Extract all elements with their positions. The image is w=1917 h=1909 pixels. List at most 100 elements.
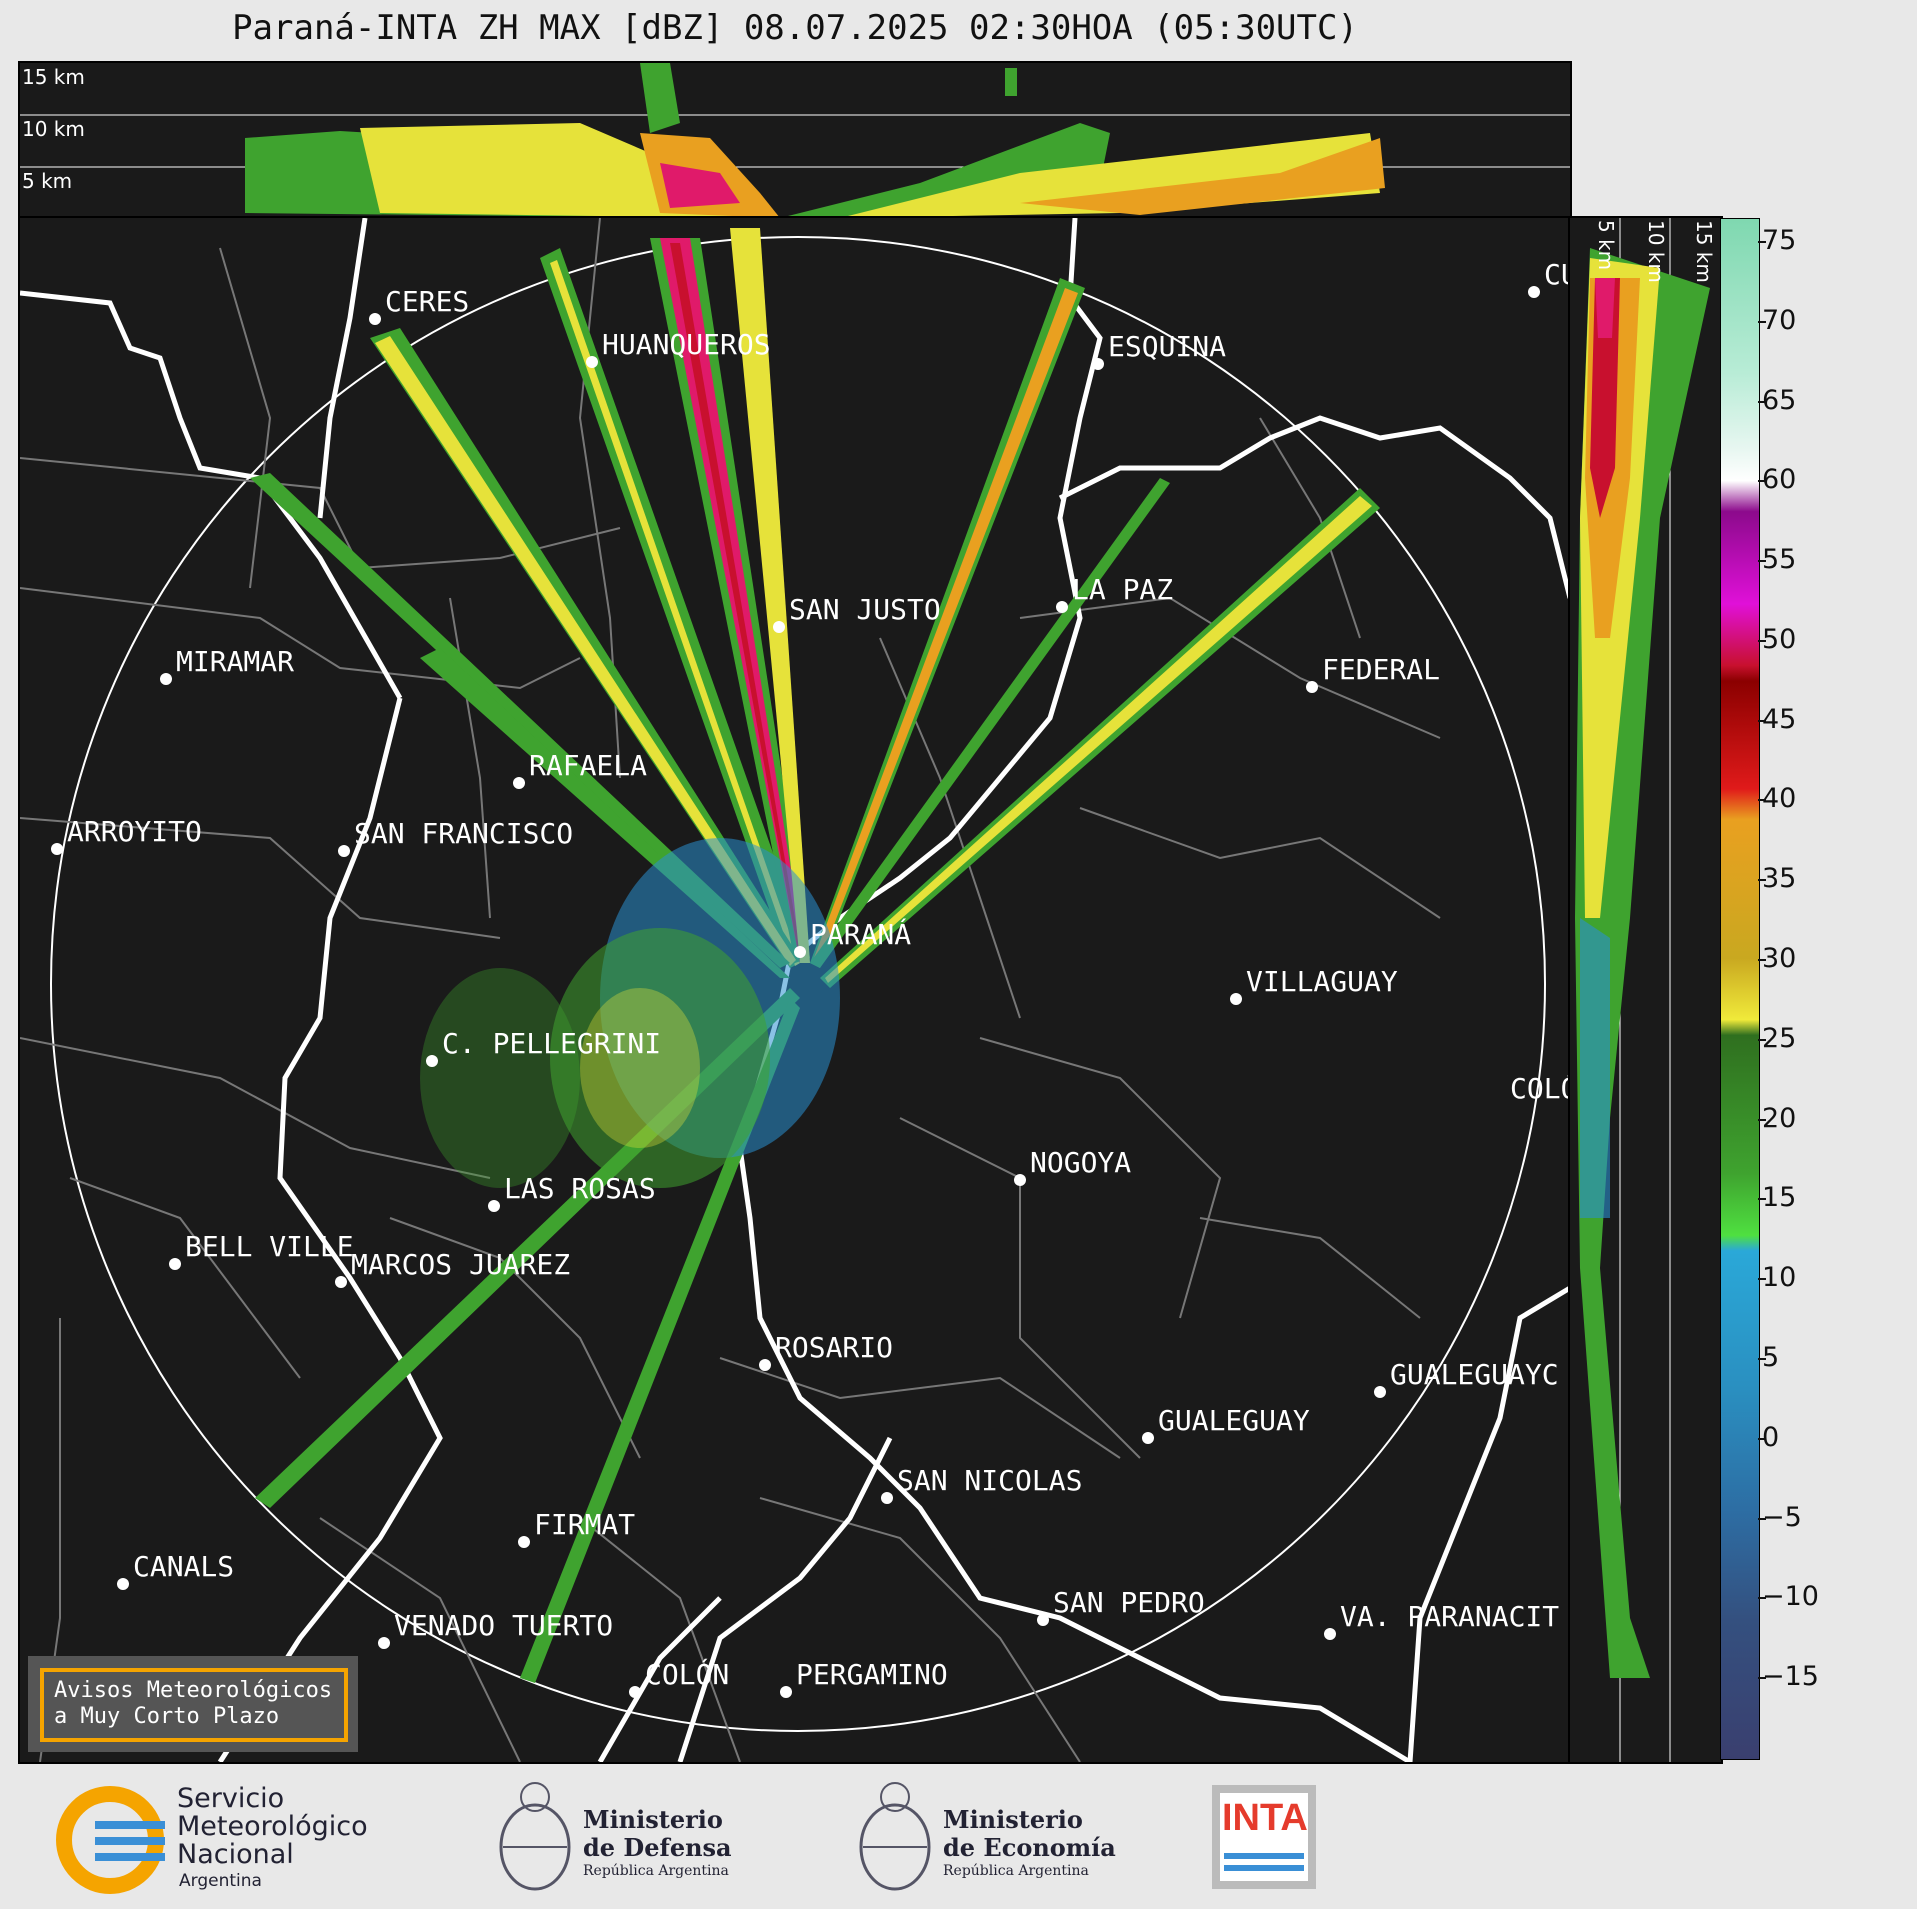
city-dot	[881, 1492, 893, 1504]
side-height-panel: 5 km 10 km 15 km	[1568, 216, 1723, 1764]
city-label: SAN NICOLAS	[897, 1464, 1083, 1497]
radar-echoes	[250, 228, 1380, 1683]
city-label: RAFAELA	[529, 749, 648, 782]
defensa-shield-icon	[499, 1782, 571, 1891]
city-dot	[426, 1055, 438, 1067]
economia-line1: Ministerio	[943, 1805, 1083, 1834]
top-height-panel: 15 km 10 km 5 km	[18, 61, 1572, 220]
city-label: VILLAGUAY	[1246, 965, 1398, 998]
city-dot	[1230, 993, 1242, 1005]
colorbar-tick-label: 50	[1757, 623, 1797, 655]
city-label: ARROYITO	[67, 815, 202, 848]
defensa-line1: Ministerio	[583, 1805, 723, 1834]
inta-frame: INTA	[1220, 1793, 1308, 1881]
city-dot	[513, 777, 525, 789]
defensa-line2: de Defensa	[583, 1833, 732, 1862]
economia-logo: Ministerio de Economía República Argenti…	[855, 1775, 1155, 1895]
side-echo-plot	[1575, 218, 1710, 1762]
radar-map: CERES HUANQUEROS ESQUINA CU SAN JUSTO LA…	[18, 216, 1572, 1764]
city-label: GUALEGUAYC	[1390, 1358, 1559, 1391]
city-dot	[169, 1258, 181, 1270]
city-dot	[117, 1578, 129, 1590]
city-label: COLÓN	[645, 1658, 730, 1691]
colorbar-tick-label: 5	[1757, 1342, 1780, 1374]
colorbar-tick-label: 30	[1757, 943, 1797, 975]
colorbar-tick-label: 45	[1757, 703, 1797, 735]
city-label: ESQUINA	[1108, 330, 1227, 363]
range-ring	[50, 236, 1546, 1732]
height-label-5: 5 km	[22, 169, 73, 193]
colorbar-tick-label: 10	[1757, 1262, 1797, 1294]
inta-logo: INTA	[1212, 1785, 1316, 1889]
warning-line2: a Muy Corto Plazo	[54, 1704, 280, 1729]
smn-logo: Servicio Meteorológico Nacional Argentin…	[55, 1785, 395, 1895]
city-dot	[773, 621, 785, 633]
city-label: COLÓ	[1510, 1072, 1572, 1105]
warning-frame: Avisos Meteorológicos a Muy Corto Plazo	[40, 1668, 348, 1742]
city-dot	[794, 946, 806, 958]
city-label: C. PELLEGRINI	[442, 1027, 662, 1060]
city-label: MIRAMAR	[176, 645, 295, 678]
city-dot	[1306, 681, 1318, 693]
city-label: PARANÁ	[810, 918, 912, 951]
city-label: VA. PARANACIT	[1340, 1600, 1560, 1633]
defensa-logo: Ministerio de Defensa República Argentin…	[495, 1775, 775, 1895]
city-label: LAS ROSAS	[504, 1172, 656, 1205]
colorbar-tick-label: 40	[1757, 783, 1797, 815]
city-dot	[378, 1637, 390, 1649]
side-label-15: 15 km	[1692, 220, 1716, 283]
colorbar-tick-label: 60	[1757, 464, 1797, 496]
inta-wordmark: INTA	[1222, 1797, 1308, 1839]
city-label: VENADO TUERTO	[394, 1609, 614, 1642]
city-dot	[518, 1536, 530, 1548]
city-dot	[780, 1686, 792, 1698]
city-dot	[1014, 1174, 1026, 1186]
smn-line4: Argentina	[179, 1871, 262, 1891]
city-dot	[160, 673, 172, 685]
city-dot	[1142, 1432, 1154, 1444]
city-label: BELL VILLE	[185, 1230, 354, 1263]
height-label-15: 15 km	[22, 65, 85, 89]
top-echo-plot	[20, 63, 1570, 218]
economia-line2: de Economía	[943, 1833, 1116, 1862]
smn-line1: Servicio	[177, 1783, 285, 1814]
chart-title: Paraná-INTA ZH MAX [dBZ] 08.07.2025 02:3…	[232, 8, 1358, 48]
city-dot	[1092, 358, 1104, 370]
city-label: PERGAMINO	[796, 1658, 948, 1691]
city-label: CERES	[385, 285, 470, 318]
city-dot	[586, 356, 598, 368]
colorbar-tick-label: 55	[1757, 544, 1797, 576]
colorbar-tick-label: 0	[1757, 1421, 1780, 1453]
city-dot	[759, 1359, 771, 1371]
city-label: FIRMAT	[534, 1508, 636, 1541]
city-label: SAN PEDRO	[1053, 1586, 1205, 1619]
height-label-10: 10 km	[22, 117, 85, 141]
city-label: CANALS	[133, 1550, 235, 1583]
city-dot	[1324, 1628, 1336, 1640]
colorbar-tick-label: 25	[1757, 1022, 1797, 1054]
city-label: CU	[1544, 258, 1570, 291]
economia-line3: República Argentina	[943, 1863, 1089, 1879]
colorbar-tick-label: −15	[1758, 1661, 1819, 1693]
city-dot	[1374, 1386, 1386, 1398]
colorbar-tick-label: 35	[1757, 863, 1797, 895]
smn-icon	[56, 1786, 165, 1894]
city-dot	[1037, 1614, 1049, 1626]
city-dot	[335, 1276, 347, 1288]
colorbar-tick-label: 65	[1757, 384, 1797, 416]
city-label: NOGOYA	[1030, 1146, 1132, 1179]
map-graphics	[20, 218, 1570, 1762]
inta-stripe	[1224, 1865, 1304, 1871]
city-label: MARCOS JUAREZ	[351, 1248, 571, 1281]
city-label: SAN JUSTO	[789, 593, 941, 626]
smn-line3: Nacional	[177, 1839, 294, 1870]
warning-badge[interactable]: Avisos Meteorológicos a Muy Corto Plazo	[28, 1656, 358, 1752]
colorbar-tick-label: 70	[1757, 304, 1797, 336]
inta-stripe	[1224, 1853, 1304, 1859]
city-label: SAN FRANCISCO	[354, 817, 574, 850]
colorbar-tick-label: 75	[1757, 224, 1797, 256]
city-label: ROSARIO	[775, 1331, 894, 1364]
defensa-line3: República Argentina	[583, 1863, 729, 1879]
city-dot	[1056, 601, 1068, 613]
colorbar-tick-label: −10	[1758, 1581, 1819, 1613]
